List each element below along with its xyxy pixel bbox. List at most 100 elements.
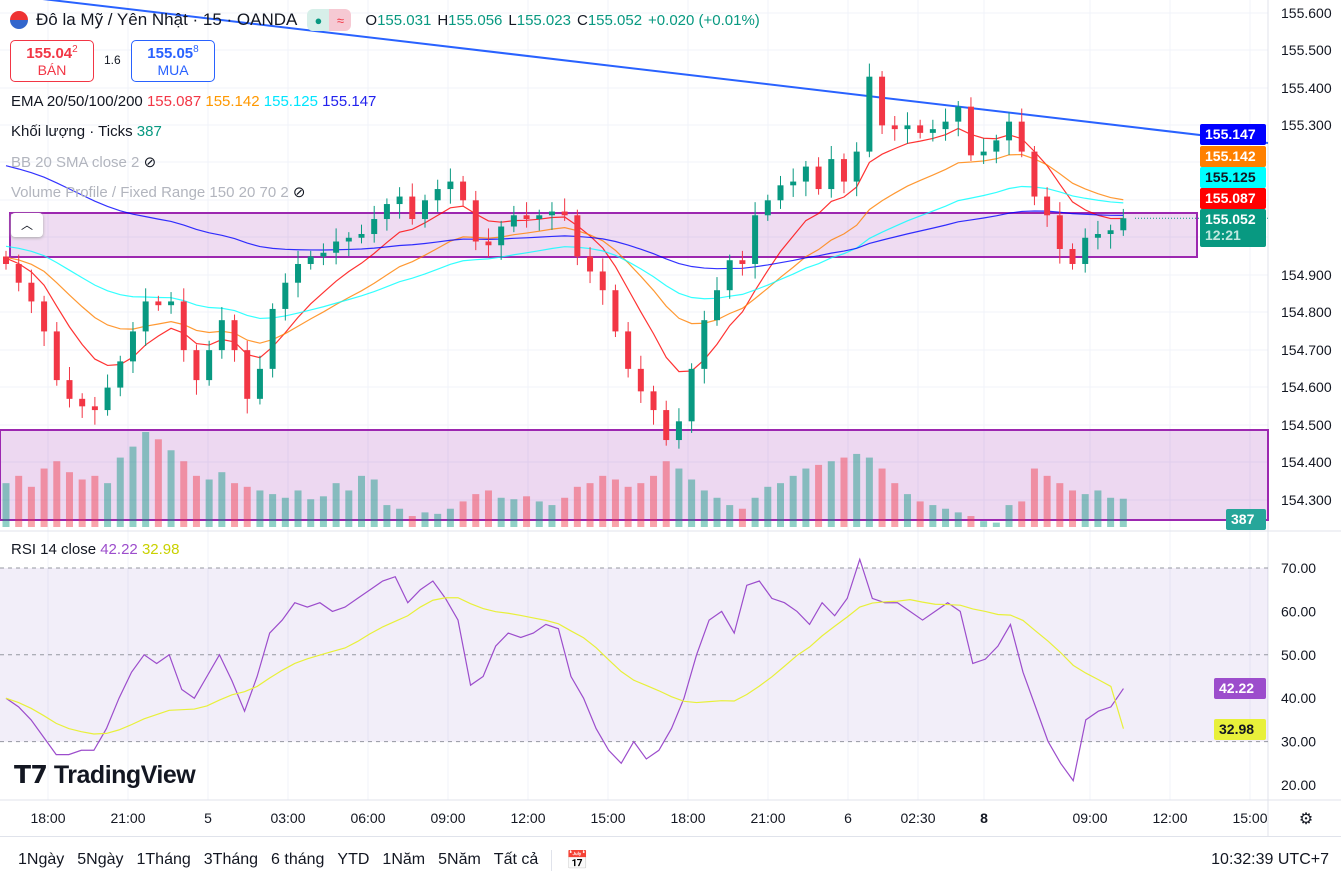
volume-bar [827,461,835,527]
buy-button[interactable]: 155.058 MUA [131,40,215,82]
tv-logo-icon: 𝗧𝟳 [14,761,54,789]
candle-body [967,106,974,156]
candle-body [790,181,797,186]
ema200-value: 155.147 [322,93,377,110]
bar-countdown: 12:21 [1205,227,1241,243]
volume-bar [40,468,48,527]
volume-bar [180,461,188,527]
time-tick-label: 12:00 [510,810,545,826]
range-1d[interactable]: 1Ngày [18,851,65,868]
volume-bar [243,486,251,527]
hidden-eye-icon[interactable]: ⊘ [292,184,306,201]
volume-bar [548,505,556,527]
time-tick-label: 21:00 [110,810,145,826]
time-tick-label: 6 [844,810,852,826]
candle-body [574,215,581,257]
volume-bar [78,479,86,527]
candle-body [345,237,352,242]
sell-label: BÁN [37,62,67,78]
candle-body [510,215,517,227]
rsi-value: 42.22 [100,541,138,558]
volume-bar [1081,494,1089,527]
volume-bar [865,457,873,527]
volume-bar [446,508,454,527]
volume-bar [116,457,124,527]
volume-legend[interactable]: Khối lượng · Ticks 387 [11,123,162,140]
candle-body [955,106,962,122]
volume-bar [497,497,505,527]
time-tick-label: 21:00 [750,810,785,826]
settings-gear-icon: ⚙ [1299,811,1313,828]
buy-price-pip: 8 [193,44,199,55]
candle-body [129,331,136,362]
bb-legend[interactable]: BB 20 SMA close 2 ⊘ [11,154,157,171]
volume-bar [561,497,569,527]
volume-bar [738,508,746,527]
data-delay-icon: ≈ [329,9,352,31]
volume-bar [637,483,645,527]
rsi-tick-label: 50.00 [1281,647,1316,663]
trend-line [42,0,1269,144]
candle-body [41,301,48,332]
volume-value: 387 [136,123,162,140]
range-ytd[interactable]: YTD [337,851,370,868]
candle-body [701,320,708,369]
volume-bar [611,479,619,527]
rsi-tick-label: 30.00 [1281,734,1316,750]
tradingview-logo[interactable]: 𝗧𝟳 TradingView [14,761,196,789]
volume-bar [802,468,810,527]
ema-legend[interactable]: EMA 20/50/100/200 155.087 155.142 155.12… [11,93,377,110]
candle-body [828,159,835,190]
hidden-eye-icon[interactable]: ⊘ [143,154,157,171]
volume-bar [713,497,721,527]
range-5d[interactable]: 5Ngày [77,851,124,868]
volume-profile-legend[interactable]: Volume Profile / Fixed Range 150 20 70 2… [11,184,306,201]
range-5y[interactable]: 5Năm [438,851,481,868]
range-3m[interactable]: 3Tháng [203,851,259,868]
candle-body [726,260,733,291]
rsi-legend[interactable]: RSI 14 close 42.22 32.98 [11,541,180,558]
range-all[interactable]: Tất cả [493,851,539,868]
sell-price: 155.04 [26,45,73,62]
rsi-ma-axis-label: 32.98 [1214,719,1266,740]
clock[interactable]: 10:32:39 UTC+7 [1211,851,1329,868]
goto-date-icon[interactable]: 📅 [551,849,589,871]
ema100-line [5,185,1124,320]
volume-bar [1043,475,1051,527]
symbol-title[interactable]: Đô la Mỹ / Yên Nhật · 15 · OANDA [36,10,298,29]
candle-body [333,241,340,253]
candle-body [256,368,263,399]
ema50-axis-label: 155.142 [1200,146,1266,167]
market-status[interactable]: ● ≈ [307,9,352,31]
time-tick-label: 8 [980,810,988,826]
ema50-value: 155.142 [205,93,260,110]
volume-bar [675,468,683,527]
sell-button[interactable]: 155.042 BÁN [10,40,94,82]
candle-body [3,256,9,264]
chart-canvas[interactable]: 155.600 155.500 155.400 155.300 154.900 154.8… [0,0,1341,836]
candle-body [663,410,670,441]
range-1y[interactable]: 1Năm [382,851,426,868]
candle-body [625,331,632,369]
volume-bar [815,464,823,527]
candle-body [866,76,873,152]
candle-body [1107,230,1114,235]
candle-body [612,290,619,332]
volume-bar [484,490,492,527]
volume-bar [192,475,200,527]
range-6m[interactable]: 6 tháng [271,851,325,868]
time-tick-label: 12:00 [1152,810,1187,826]
price-tick-label: 154.400 [1281,454,1332,470]
candle-body [688,368,695,422]
candle-body [193,350,200,381]
volume-bar [1030,468,1038,527]
ema20-value: 155.087 [146,93,202,110]
candle-body [218,320,225,351]
range-1m[interactable]: 1Tháng [136,851,191,868]
ema200-line [5,165,1124,270]
candle-body [739,260,746,264]
collapse-legend-button[interactable]: ︿ [11,213,43,237]
candle-body [840,159,847,182]
price-tick-label: 154.800 [1281,304,1332,320]
volume-bar [472,494,480,527]
